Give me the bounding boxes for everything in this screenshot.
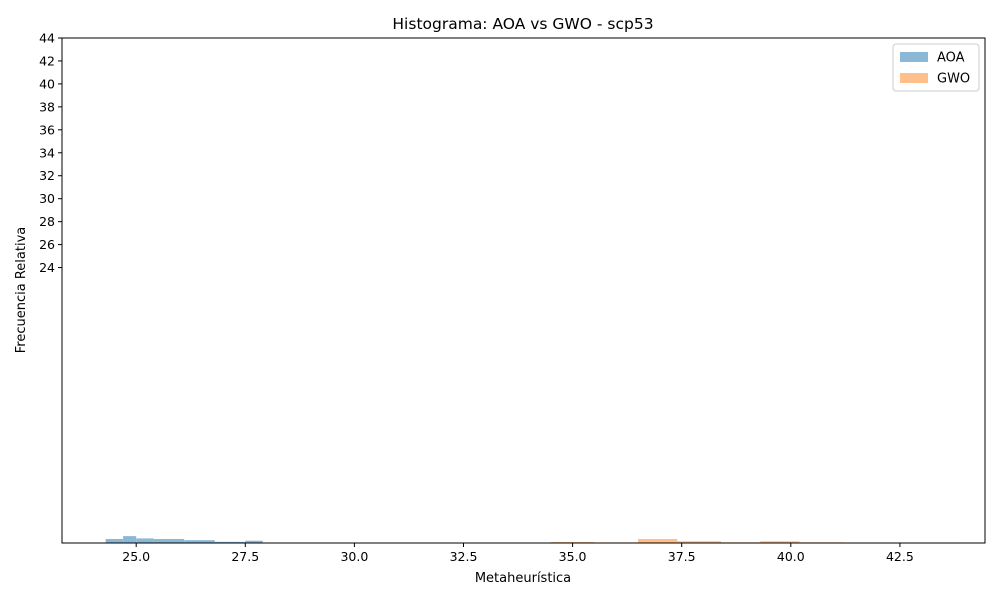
- y-tick-label-0: 24: [39, 260, 55, 275]
- x-tick-label-3: 32.5: [450, 549, 478, 564]
- bar-aoa-2: [136, 538, 154, 543]
- x-tick-label-0: 25.0: [122, 549, 150, 564]
- y-tick-label-10: 44: [39, 31, 55, 46]
- bar-gwo-5: [760, 541, 800, 543]
- y-tick-label-2: 28: [39, 214, 55, 229]
- y-tick-label-3: 30: [39, 191, 55, 206]
- bar-aoa-1: [123, 536, 137, 543]
- legend: AOA GWO: [892, 43, 980, 92]
- y-tick-label-9: 42: [39, 53, 55, 68]
- x-tick-label-1: 27.5: [231, 549, 259, 564]
- y-tick-label-8: 40: [39, 76, 55, 91]
- legend-swatch-gwo: [900, 73, 928, 83]
- y-axis-ticks: 24 26 28 30 32 34 36 38 40 42 44: [39, 31, 62, 275]
- y-tick-label-7: 38: [39, 99, 55, 114]
- x-tick-label-6: 40.0: [777, 549, 805, 564]
- legend-label-aoa: AOA: [937, 51, 965, 66]
- bar-aoa-3: [153, 538, 185, 543]
- x-axis-title: Metaheurística: [475, 571, 571, 586]
- plot-frame: [61, 37, 986, 544]
- bars-layer: [105, 536, 966, 544]
- x-tick-label-2: 30.0: [340, 549, 368, 564]
- chart-title: Histograma: AOA vs GWO - scp53: [392, 15, 653, 33]
- bar-aoa-4: [184, 540, 215, 543]
- bar-aoa-6: [245, 540, 263, 543]
- x-tick-label-5: 37.5: [668, 549, 696, 564]
- bar-aoa-0: [105, 538, 124, 543]
- bar-aoa-5: [214, 541, 246, 543]
- y-tick-label-4: 32: [39, 168, 55, 183]
- legend-label-gwo: GWO: [937, 72, 970, 87]
- x-tick-label-7: 42.5: [886, 549, 914, 564]
- y-tick-label-6: 36: [39, 122, 55, 137]
- legend-swatch-aoa: [900, 52, 928, 62]
- bar-gwo-3: [677, 541, 721, 543]
- y-axis-title: Frecuencia Relativa: [14, 227, 29, 353]
- y-tick-label-1: 26: [39, 237, 55, 252]
- y-tick-label-5: 34: [39, 145, 55, 160]
- x-tick-label-4: 35.0: [559, 549, 587, 564]
- x-axis-ticks: 25.0 27.5 30.0 32.5 35.0 37.5 40.0 42.5: [122, 543, 914, 564]
- bar-gwo-2: [638, 538, 678, 543]
